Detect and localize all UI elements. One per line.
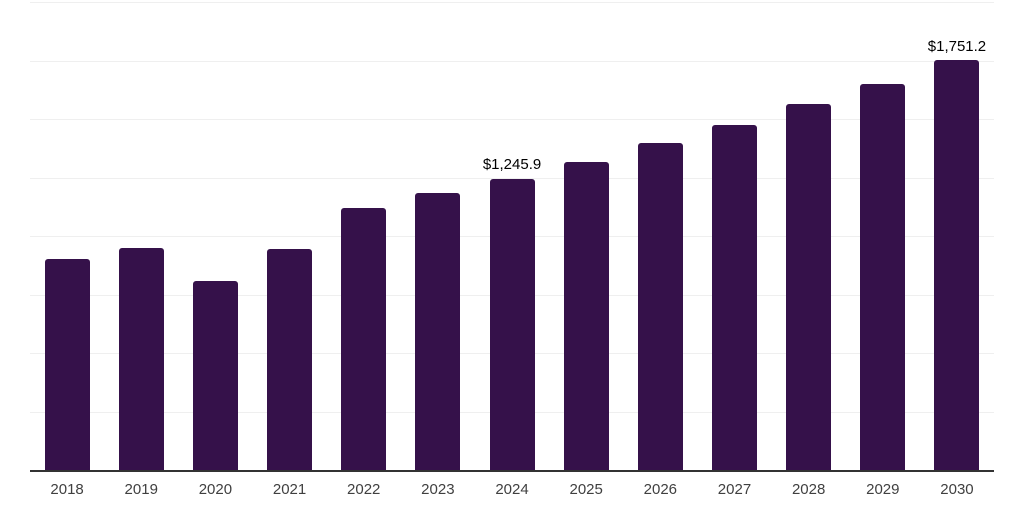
x-axis-label-2019: 2019	[124, 481, 158, 498]
bar-2021	[267, 249, 313, 470]
bar-2018	[44, 259, 90, 470]
bar-slot	[30, 2, 104, 470]
bar-slot	[549, 2, 623, 470]
x-axis-label-2029: 2029	[866, 481, 900, 498]
gridline	[30, 60, 994, 62]
bars-container: $1,245.9 $1,751.2	[30, 2, 994, 470]
bar-slot	[327, 2, 401, 470]
x-axis-label-2024: 2024	[495, 481, 529, 498]
bar-2023	[415, 193, 461, 470]
bar-slot	[846, 2, 920, 470]
bar-slot	[104, 2, 178, 470]
bar-2027	[711, 125, 757, 470]
x-axis-label-2021: 2021	[272, 481, 307, 498]
gridline	[30, 2, 994, 3]
bar-slot: $1,751.2	[920, 2, 994, 470]
data-label-2024: $1,245.9	[482, 156, 542, 174]
x-axis-label-2027: 2027	[717, 481, 752, 498]
bar-slot	[772, 2, 846, 470]
gridline	[30, 177, 994, 179]
plot-area: $1,245.9 $1,751.2	[30, 2, 994, 472]
x-axis-label-2020: 2020	[198, 481, 233, 498]
bar-slot	[697, 2, 771, 470]
bar-2020	[192, 280, 238, 470]
x-axis-labels: 2018 2019 2020 2021 2022 2023 2024 2025 2026 2027…	[30, 480, 994, 500]
bar-2028	[786, 103, 832, 470]
bar-2019	[118, 248, 164, 470]
x-axis-label-2028: 2028	[791, 481, 826, 498]
x-axis-label-2030: 2030	[940, 481, 974, 498]
bar-2024	[489, 178, 535, 470]
gridline	[30, 119, 994, 120]
bar-slot	[252, 2, 326, 470]
data-label-2030: $1,751.2	[927, 38, 987, 56]
bar-2030	[934, 60, 980, 470]
bar-slot	[401, 2, 475, 470]
x-axis-label-2022: 2022	[347, 481, 381, 498]
bar-slot	[623, 2, 697, 470]
x-axis-label-2018: 2018	[50, 481, 84, 498]
bar-2022	[341, 208, 387, 470]
x-axis-label-2023: 2023	[421, 481, 455, 498]
bar-slot	[178, 2, 252, 470]
bar-slot: $1,245.9	[475, 2, 549, 470]
bar-2026	[637, 143, 683, 470]
bar-2029	[860, 83, 906, 470]
x-axis-label-2025: 2025	[569, 481, 603, 498]
x-axis-label-2026: 2026	[643, 481, 678, 498]
bar-2025	[563, 162, 609, 470]
